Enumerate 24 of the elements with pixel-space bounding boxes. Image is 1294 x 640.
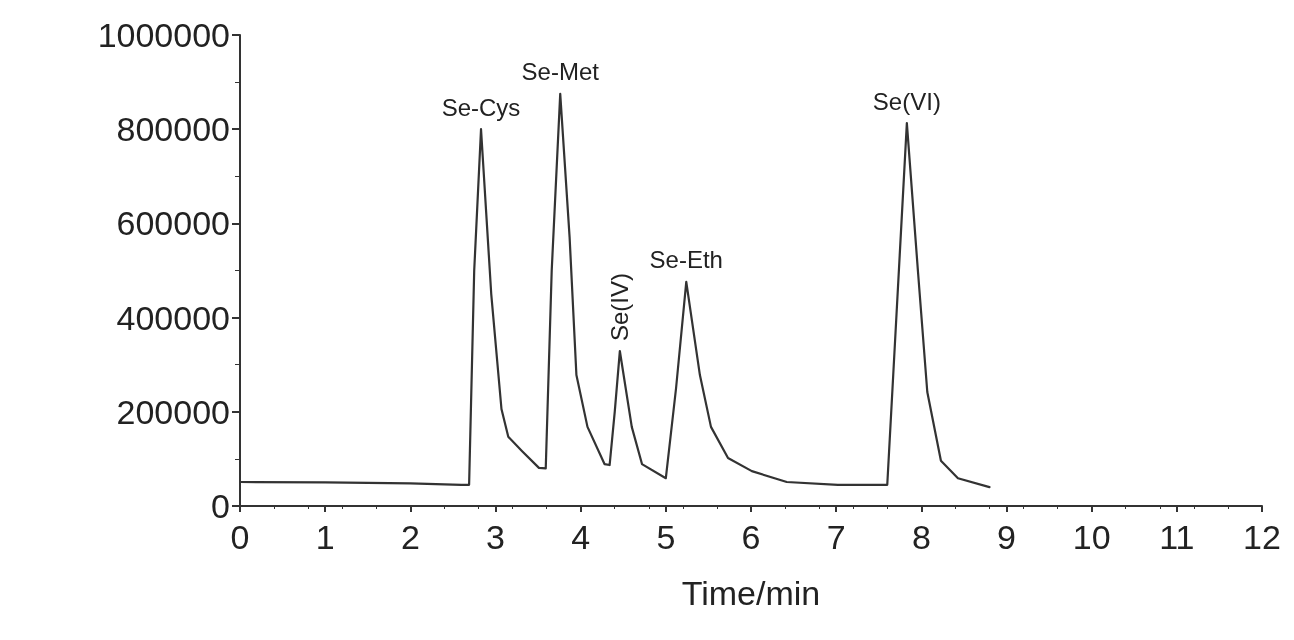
x-tick-label: 10 [1072,518,1111,556]
y-tick-label: 0 [211,487,230,525]
x-tick-label: 3 [486,518,505,556]
y-tick-label: 800000 [116,110,230,149]
annotation: Se-Met [521,58,600,86]
x-tick-label: 11 [1159,518,1195,556]
x-tick-label: 7 [826,518,846,556]
y-tick-label: 200000 [116,392,230,431]
x-tick-label: 4 [571,518,591,556]
x-tick-label: 1 [315,518,335,556]
x-tick-label: 2 [400,518,420,556]
annotation: Se-Eth [649,246,723,274]
x-tick-label: 9 [997,518,1016,556]
x-tick-label: 12 [1243,518,1281,556]
y-tick-label: 400000 [116,298,230,337]
annotation: Se(IV) [606,273,634,342]
y-tick-label: 1000000 [97,16,230,54]
x-axis-title: Time/min [681,574,821,612]
annotation: Se-Cys [441,93,521,121]
annotation: Se(VI) [872,87,941,115]
x-tick-label: 6 [741,518,761,556]
x-tick-label: 8 [911,518,931,556]
y-tick-label: 600000 [116,204,230,243]
x-tick-label: 5 [656,518,676,556]
